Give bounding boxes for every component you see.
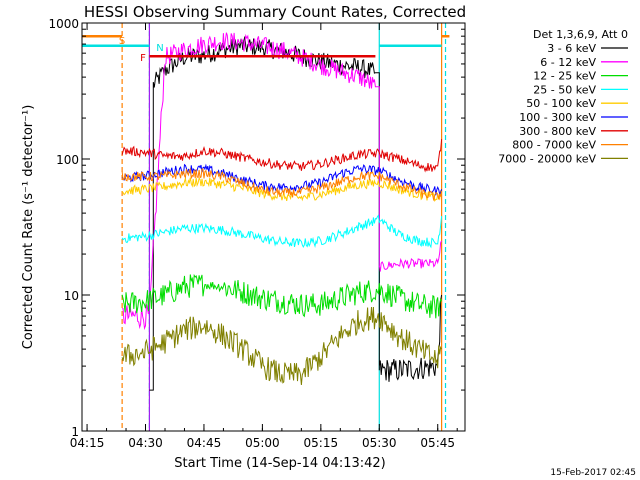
legend-label: 50 - 100 keV — [526, 97, 596, 110]
series-100-300-kev — [121, 163, 443, 197]
series-7000-20000-kev — [121, 306, 443, 385]
chart-title: HESSI Observing Summary Count Rates, Cor… — [84, 3, 466, 21]
y-tick-label: 1000 — [48, 17, 79, 31]
x-tick-label: 05:45 — [420, 436, 455, 450]
x-axis: 04:15 04:30 04:45 05:00 05:15 05:30 05:45 — [70, 23, 458, 450]
legend-label: 3 - 6 keV — [547, 42, 596, 55]
legend-label: 6 - 12 keV — [540, 56, 596, 69]
segment-marker-f: F — [140, 53, 146, 64]
series-line — [122, 32, 443, 331]
series-line — [121, 273, 443, 319]
x-tick-label: 04:45 — [187, 436, 222, 450]
legend-label: 800 - 7000 keV — [512, 139, 596, 152]
series-6-12-kev — [122, 32, 443, 331]
legend-label: 7000 - 20000 keV — [498, 152, 596, 165]
legend-label: 300 - 800 keV — [519, 125, 596, 138]
x-tick-label: 04:15 — [70, 436, 105, 450]
x-tick-label: 04:30 — [128, 436, 163, 450]
plot-frame — [81, 22, 466, 432]
series-line — [121, 214, 443, 249]
x-tick-label: 05:00 — [245, 436, 280, 450]
y-axis-label: Corrected Count Rate (s⁻¹ detector⁻¹) — [21, 105, 36, 350]
series-12-25-kev — [121, 273, 443, 319]
series-line — [121, 167, 443, 201]
y-tick-label: 1 — [71, 425, 79, 439]
legend-label: 12 - 25 keV — [533, 70, 596, 83]
series-50-100-kev — [121, 177, 443, 202]
series-3-6-kev — [149, 36, 443, 391]
series-line — [121, 163, 443, 197]
segment-marker-n: N — [156, 43, 163, 54]
series-25-50-kev — [121, 214, 443, 249]
x-tick-label: 05:30 — [362, 436, 397, 450]
y-tick-label: 100 — [56, 153, 79, 167]
series-300-800-kev — [121, 139, 443, 173]
x-tick-label: 05:15 — [304, 436, 339, 450]
series-line — [121, 306, 443, 385]
series-line — [149, 36, 443, 391]
legend-label: 25 - 50 keV — [533, 83, 596, 96]
y-tick-label: 10 — [64, 289, 79, 303]
series-line — [121, 139, 443, 173]
plot-area: S NF — [82, 23, 450, 431]
legend-title: Det 1,3,6,9, Att 0 — [533, 28, 628, 41]
series-line — [121, 177, 443, 202]
segment-marker-s: S — [119, 36, 125, 47]
series-800-7000-kev — [121, 167, 443, 201]
footer-date: 15-Feb-2017 02:45 — [550, 468, 636, 478]
legend-label: 100 - 300 keV — [519, 111, 596, 124]
x-axis-label: Start Time (14-Sep-14 04:13:42) — [174, 456, 385, 471]
y-axis: 1 10 100 1000 — [48, 17, 465, 439]
